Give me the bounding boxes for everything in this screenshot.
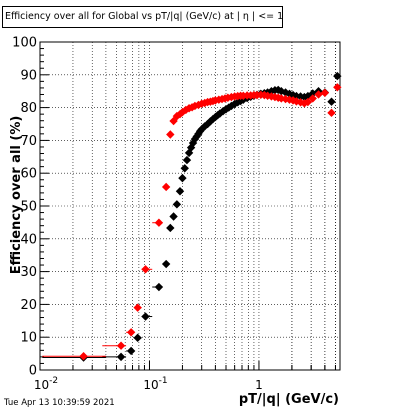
y-tick-label: 40	[20, 232, 37, 247]
chart-title: Efficiency over all for Global vs pT/|q|…	[5, 11, 283, 22]
x-axis-label: pT/|q| (GeV/c)	[239, 392, 339, 407]
y-tick-label: 0	[29, 364, 37, 379]
data-points	[42, 71, 342, 362]
data-point-black	[133, 333, 142, 343]
data-point-black	[327, 97, 336, 106]
y-tick-label: 20	[20, 298, 37, 313]
data-point-red	[281, 94, 290, 104]
data-point-black	[126, 346, 136, 356]
data-point-black	[215, 109, 225, 118]
y-tick-label: 50	[20, 200, 37, 215]
data-point-red	[169, 116, 178, 126]
data-point-red	[320, 88, 330, 98]
y-axis-label: Efficiency over all (%)	[9, 116, 24, 275]
chart-title-box: Efficiency over all for Global vs pT/|q|…	[2, 6, 283, 28]
data-point-black	[141, 312, 150, 321]
data-point-black	[169, 212, 178, 221]
y-tick-label: 70	[20, 134, 37, 149]
data-point-red	[285, 95, 294, 104]
y-tick-label: 10	[20, 331, 37, 346]
data-point-black	[182, 155, 192, 165]
timestamp: Tue Apr 13 10:39:59 2021	[4, 398, 115, 408]
data-point-red	[296, 98, 305, 107]
data-point-black	[178, 173, 187, 183]
y-tick-label: 30	[20, 265, 37, 280]
data-point-black	[172, 200, 182, 209]
data-point-black	[154, 282, 164, 292]
data-point-black	[200, 122, 209, 131]
data-point-red	[161, 182, 171, 192]
data-point-red	[126, 328, 136, 337]
data-point-black	[285, 89, 294, 99]
x-tick-label: 10-2	[34, 376, 58, 392]
data-point-red	[333, 83, 342, 92]
data-point-red	[327, 108, 336, 118]
data-point-black	[161, 259, 171, 269]
x-tick-label: 10-1	[143, 376, 167, 392]
data-point-red	[141, 265, 150, 274]
data-point-red	[154, 218, 164, 227]
y-tick-label: 60	[20, 167, 37, 182]
y-tick-label: 90	[20, 68, 37, 83]
data-point-black	[166, 223, 175, 233]
data-point-black	[333, 71, 342, 81]
data-point-red	[308, 94, 317, 103]
y-tick-label: 100	[12, 36, 37, 51]
data-point-black	[230, 99, 239, 109]
data-point-black	[224, 103, 233, 112]
data-point-black	[186, 143, 196, 152]
data-point-black	[296, 92, 305, 101]
data-point-red	[166, 130, 175, 139]
data-point-red	[303, 97, 313, 107]
data-point-red	[79, 352, 88, 361]
x-tick-label: 1	[255, 378, 263, 392]
data-point-red	[178, 107, 187, 117]
data-point-red	[116, 341, 126, 350]
data-point-red	[133, 303, 142, 312]
data-point-black	[175, 187, 185, 196]
y-tick-label: 80	[20, 101, 37, 116]
data-point-black	[180, 164, 189, 173]
data-point-red	[314, 90, 323, 99]
data-point-red	[175, 109, 185, 119]
data-point-black	[116, 352, 126, 362]
data-point-black	[308, 89, 317, 98]
grid-lines	[40, 42, 340, 370]
